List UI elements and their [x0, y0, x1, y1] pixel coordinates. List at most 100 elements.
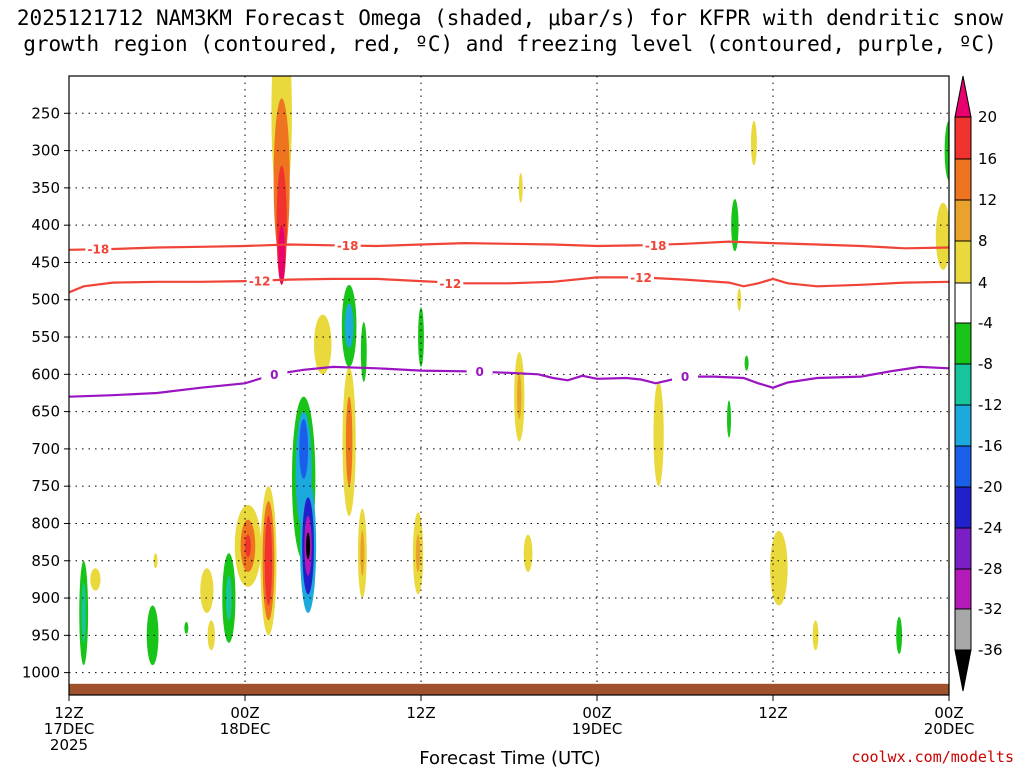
- x-tick-label: 17DEC: [44, 720, 95, 738]
- omega-cell: [653, 381, 664, 487]
- contour-label: -12: [630, 271, 652, 285]
- colorbar-label: 16: [978, 150, 997, 168]
- y-tick-label: 900: [31, 589, 60, 607]
- x-tick-label: 00Z: [934, 704, 963, 722]
- y-tick-label: 350: [31, 179, 60, 197]
- y-tick-label: 650: [31, 403, 60, 421]
- x-tick-label: 19DEC: [572, 720, 623, 738]
- omega-cell: [517, 374, 522, 420]
- colorbar-swatch: [954, 240, 972, 284]
- omega-cell: [200, 568, 214, 613]
- omega-cell: [225, 575, 232, 621]
- omega-cell: [278, 225, 285, 285]
- colorbar-swatch: [954, 116, 972, 160]
- contour-label: 0: [475, 365, 483, 379]
- y-tick-label: 800: [31, 514, 60, 532]
- omega-cell: [812, 620, 819, 651]
- omega-cell: [727, 400, 731, 438]
- contour-label-bg: [437, 276, 464, 291]
- x-tick-label: 18DEC: [220, 720, 271, 738]
- colorbar-top-arrow: [954, 75, 972, 118]
- colorbar-label: -8: [978, 355, 993, 373]
- colorbar-swatch: [954, 199, 972, 242]
- omega-cell: [770, 530, 788, 606]
- omega-cell: [744, 355, 749, 371]
- x-tick-label: 20DEC: [924, 720, 975, 738]
- y-tick-label: 450: [31, 253, 60, 271]
- contour-label-bg: [85, 242, 112, 257]
- x-tick-label: 2025: [50, 736, 88, 754]
- contour-label: -12: [249, 275, 271, 289]
- y-tick-label: 1000: [22, 664, 60, 682]
- omega-cell: [360, 530, 365, 576]
- colorbar-label: -32: [978, 600, 1003, 618]
- contour-label: -18: [337, 239, 359, 253]
- colorbar-swatch: [954, 322, 972, 365]
- y-tick-label: 850: [31, 552, 60, 570]
- omega-cell: [415, 534, 421, 572]
- omega-cell: [360, 322, 367, 382]
- omega-cell: [731, 199, 739, 252]
- y-tick-label: 250: [31, 104, 60, 122]
- omega-cell: [146, 605, 159, 666]
- colorbar-label: 4: [978, 274, 988, 292]
- colorbar-label: -12: [978, 396, 1003, 414]
- plot-area: -18 -18 -18 -12 -12 -12 0 0 0: [68, 75, 950, 696]
- contour-line: [69, 240, 949, 251]
- colorbar-label: 8: [978, 232, 988, 250]
- x-tick-label: 12Z: [406, 704, 435, 722]
- x-tick-label: 12Z: [54, 704, 83, 722]
- contour-label: -12: [439, 277, 461, 291]
- x-tick-label: 00Z: [230, 704, 259, 722]
- colorbar-label: -16: [978, 437, 1003, 455]
- y-tick-label: 400: [31, 216, 60, 234]
- colorbar-label: -20: [978, 478, 1003, 496]
- omega-cell: [81, 583, 86, 643]
- omega-cell: [245, 534, 251, 558]
- colorbar-label: -4: [978, 314, 993, 332]
- y-tick-label: 550: [31, 328, 60, 346]
- x-axis-title: Forecast Time (UTC): [419, 748, 600, 768]
- chart-title-line-1: 2025121712 NAM3KM Forecast Omega (shaded…: [17, 6, 1004, 30]
- colorbar-label: -28: [978, 560, 1003, 578]
- omega-shading: [79, 76, 949, 666]
- y-tick-label: 750: [31, 477, 60, 495]
- omega-cell: [90, 568, 101, 591]
- colorbar-swatch: [954, 404, 972, 447]
- colorbar-swatch: [954, 158, 972, 201]
- contour-label-bg: [628, 270, 654, 285]
- contour-label: -18: [87, 243, 109, 257]
- temperature-contours: -18 -18 -18 -12 -12 -12 0 0 0: [69, 238, 949, 398]
- colorbar-label: 12: [978, 191, 997, 209]
- y-tick-label: 300: [31, 142, 60, 160]
- colorbar-swatch: [954, 282, 972, 324]
- y-tick-label: 950: [31, 626, 60, 644]
- contour-label: 0: [681, 370, 689, 384]
- y-tick-label: 500: [31, 291, 60, 309]
- omega-cell: [184, 621, 189, 634]
- contour-label-bg: [334, 238, 361, 253]
- plot-frame: [68, 75, 950, 696]
- colorbar-label: -24: [978, 519, 1003, 537]
- y-tick-label: 700: [31, 440, 60, 458]
- ground-bar: [69, 683, 949, 695]
- colorbar-swatch: [954, 527, 972, 570]
- omega-cell: [207, 620, 215, 651]
- contour-label-bg: [466, 364, 493, 379]
- colorbar-label: -36: [978, 641, 1003, 659]
- contour-label: 0: [270, 368, 278, 382]
- omega-cell: [935, 202, 949, 270]
- x-tick-label: 00Z: [582, 704, 611, 722]
- colorbar-swatch: [954, 608, 972, 651]
- contour-label: -18: [645, 239, 667, 253]
- y-tick-label: 600: [31, 365, 60, 383]
- colorbar: 20 16 12 8 4 -4 -8 -12 -16 -20 -24 -28 -32 -36: [954, 75, 1003, 692]
- colorbar-swatch: [954, 486, 972, 529]
- x-tick-label: 12Z: [758, 704, 787, 722]
- omega-cell: [523, 534, 533, 572]
- omega-cell: [264, 516, 273, 606]
- colorbar-swatch: [954, 445, 972, 488]
- omega-cell: [344, 303, 354, 349]
- omega-cell: [345, 396, 353, 487]
